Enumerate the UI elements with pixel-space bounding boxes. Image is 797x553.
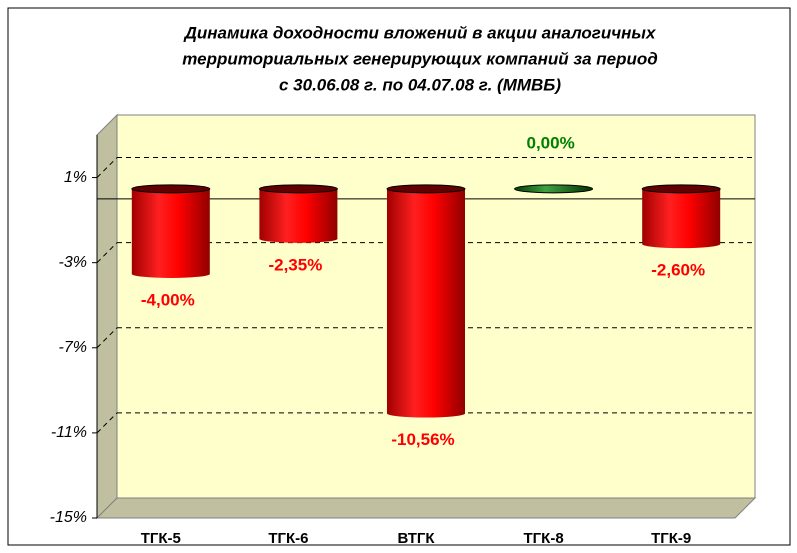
bar-bottom bbox=[259, 234, 338, 243]
bar-bottom bbox=[387, 409, 465, 418]
x-tick-label: ТГК-5 bbox=[141, 530, 181, 547]
x-tick-label: ТГК-6 bbox=[268, 530, 308, 547]
bar bbox=[514, 184, 594, 194]
data-label: 0,00% bbox=[526, 133, 574, 152]
bar bbox=[259, 188, 338, 239]
x-tick-label: ТГК-8 bbox=[524, 530, 564, 547]
bar-top bbox=[386, 184, 466, 194]
y-tick-label: 1% bbox=[64, 169, 87, 186]
floor bbox=[95, 497, 757, 519]
chart-title: Динамика доходности вложений в акции ана… bbox=[183, 23, 657, 42]
side-wall bbox=[96, 113, 118, 520]
x-tick-label: ТГК-9 bbox=[651, 530, 691, 547]
chart-title: с 30.06.08 г. по 04.07.08 г. (ММВБ) bbox=[279, 75, 561, 94]
grid-line bbox=[96, 412, 118, 434]
grid-line bbox=[96, 157, 118, 178]
data-label: -10,56% bbox=[391, 430, 454, 449]
y-tick-label: -3% bbox=[59, 254, 87, 271]
y-tick-label: -7% bbox=[59, 339, 87, 356]
grid-line bbox=[96, 327, 118, 349]
grid-line bbox=[96, 242, 118, 264]
data-label: -4,00% bbox=[141, 290, 195, 309]
bar bbox=[387, 188, 465, 414]
bar-top bbox=[641, 184, 721, 194]
y-tick-label: -15% bbox=[50, 509, 87, 526]
bar-top bbox=[131, 184, 211, 194]
bar-bottom bbox=[642, 240, 721, 249]
x-tick-label: ВТГК bbox=[397, 530, 435, 547]
chart-title: территориальных генерирующих компаний за… bbox=[182, 49, 658, 68]
y-tick-label: -11% bbox=[51, 424, 87, 441]
bar bbox=[642, 188, 721, 245]
bar-top bbox=[258, 184, 338, 194]
data-label: -2,60% bbox=[651, 261, 705, 280]
bar bbox=[131, 188, 210, 274]
bar-bottom bbox=[131, 269, 210, 278]
data-label: -2,35% bbox=[268, 255, 322, 274]
